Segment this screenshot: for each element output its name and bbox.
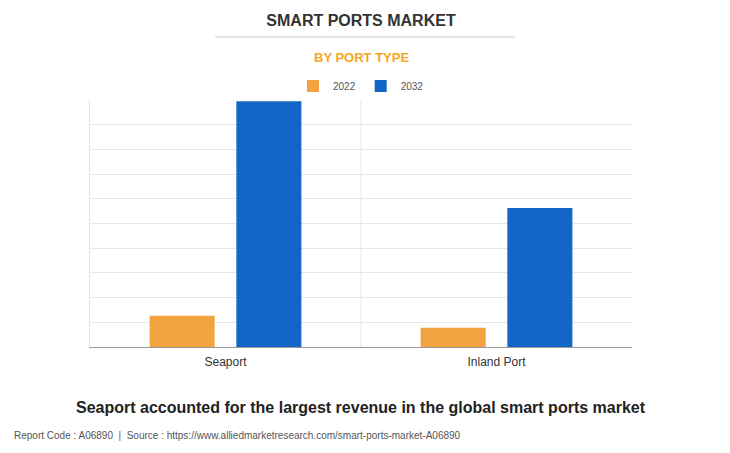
svg-text:Inland Port: Inland Port [467, 355, 526, 369]
svg-text:2022: 2022 [333, 81, 356, 92]
svg-text:Report Code : A06890 | Sourc: Report Code : A06890 | Source : https://… [14, 430, 461, 441]
svg-text:2032: 2032 [401, 81, 424, 92]
svg-text:BY PORT TYPE: BY PORT TYPE [314, 50, 409, 65]
svg-text:Seaport accounted for the larg: Seaport accounted for the largest revenu… [76, 399, 646, 416]
svg-text:SMART PORTS MARKET: SMART PORTS MARKET [266, 12, 456, 29]
svg-text:Seaport: Seaport [204, 355, 247, 369]
